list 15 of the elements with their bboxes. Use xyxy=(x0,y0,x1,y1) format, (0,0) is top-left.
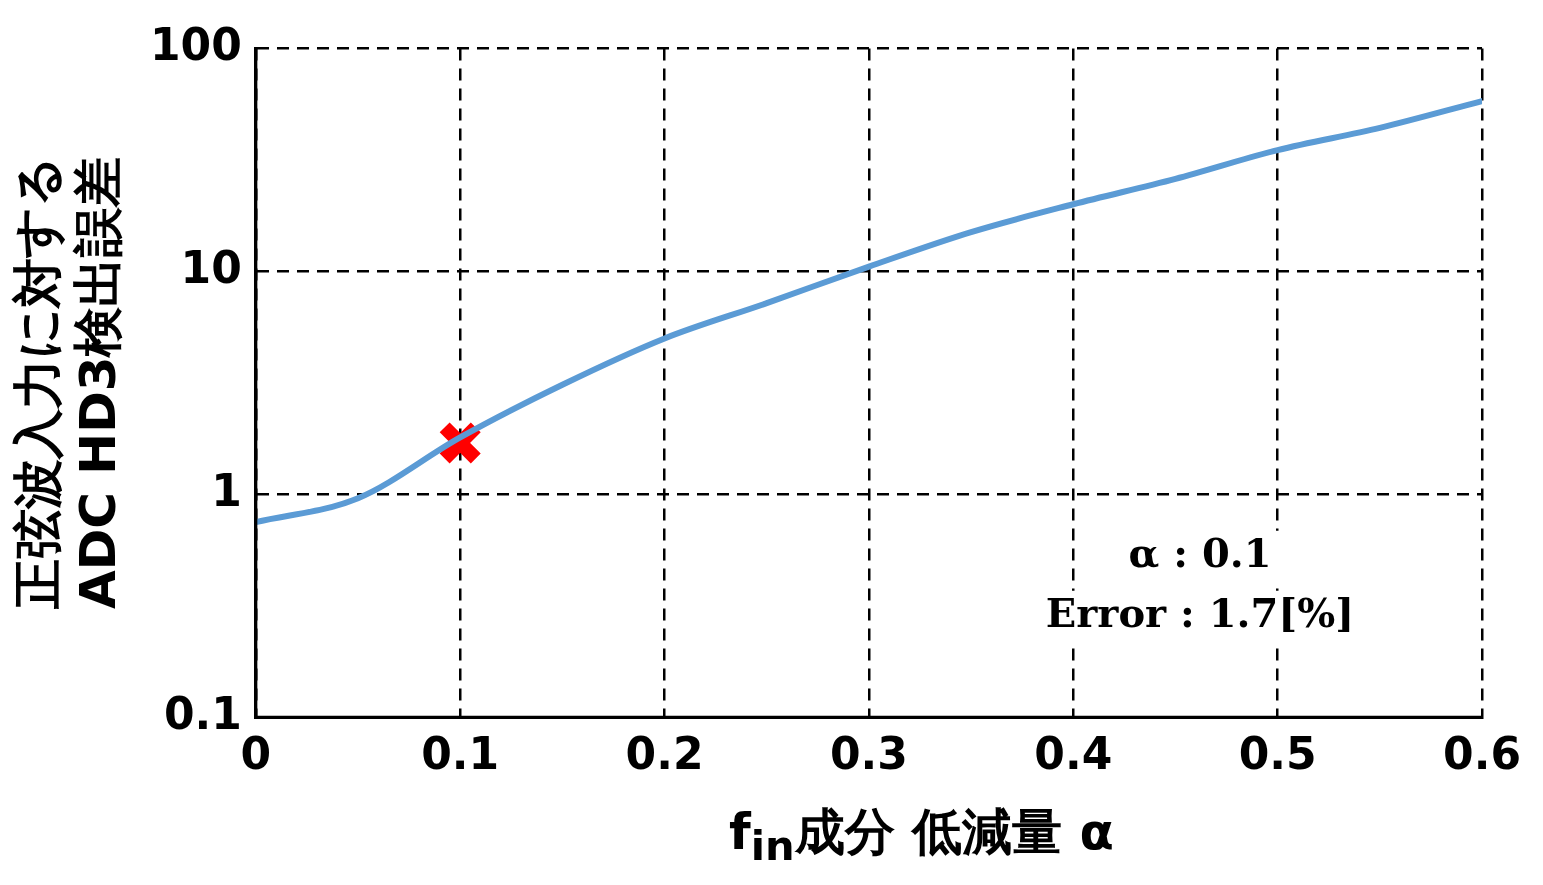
annotation: Error : 1.7[%] xyxy=(1045,589,1355,637)
x-tick-label: 0.4 xyxy=(1034,728,1113,780)
y-axis-title: 正弦波入力に対する ADC HD3検出誤差 xyxy=(8,156,127,611)
y-tick-label: 1 xyxy=(211,464,242,516)
y-tick-label: 10 xyxy=(180,241,242,293)
x-tick-label: 0 xyxy=(240,728,272,780)
y-tick-label: 0.1 xyxy=(163,687,242,739)
x-axis-title: f$_{in}$成分 低減量 α xyxy=(728,802,1115,872)
x-tick-label: 0.1 xyxy=(421,728,500,780)
y-tick-label: 100 xyxy=(149,18,242,70)
x-tick-label: 0.6 xyxy=(1443,728,1521,780)
annotation: α : 0.1 xyxy=(1128,529,1272,577)
x-tick-label: 0.2 xyxy=(625,728,704,780)
x-tick-label: 0.5 xyxy=(1238,728,1317,780)
x-tick-label: 0.3 xyxy=(829,728,908,780)
